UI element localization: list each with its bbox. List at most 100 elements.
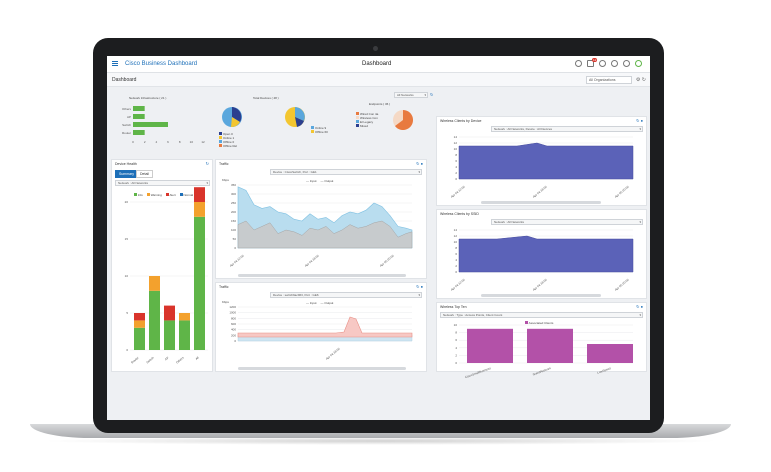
organization-select[interactable]: All Organizations [586, 76, 632, 84]
wireless-ssid-filter[interactable]: Network : All Networks ▾ [491, 219, 643, 225]
traffic-2-y-tick: 200 [231, 333, 236, 337]
device-health-bar-segment [149, 290, 160, 350]
wireless-ssid-y-tick: 6 [455, 252, 457, 256]
settings-icon[interactable] [575, 60, 582, 67]
wireless-top-chart: 10 8 6 4 2 0 CiscoSmallBusiness GuestNetwork Lo… [454, 323, 633, 379]
total-devices-pie-1 [222, 107, 242, 128]
app-title[interactable]: Cisco Business Dashboard [125, 61, 198, 67]
wireless-top-x-tick: GuestNetwork [532, 366, 552, 376]
tab-detail[interactable]: Detail [136, 170, 153, 178]
wireless-ssid-title: Wireless Clients by SSID [440, 212, 479, 216]
total-devices-pie-2 [285, 107, 305, 127]
network-infra-x-tick: 6 [167, 140, 169, 144]
traffic-1-x-tick: Apr 05 00:00 [379, 253, 395, 267]
total-devices-legend-1: Open 0 Online 1 Offline 0 Offline Rel [219, 132, 237, 148]
endpoints-refresh-icon[interactable]: ↻ [430, 92, 434, 97]
network-infra-bar [133, 114, 145, 119]
traffic-1-device-select[interactable]: Device : CiscoSwitch, Port : GE1 ▾ [270, 169, 422, 175]
wireless-ssid-x-tick: Apr 04 18:00 [532, 277, 548, 291]
traffic-1-range-slider[interactable] [238, 274, 406, 277]
device-health-bar-segment [134, 320, 145, 328]
app-header: Cisco Business Dashboard Dashboard 12 [107, 56, 650, 73]
wireless-top-filter[interactable]: Network : Type : Access Points, Client C… [440, 312, 643, 318]
wireless-device-range-slider[interactable] [481, 201, 601, 204]
traffic-2-y-tick: 600 [231, 322, 236, 326]
menu-icon[interactable] [112, 61, 118, 66]
wireless-ssid-chart: 14 12 10 8 6 4 2 0 Apr 04 12:00 Apr 04 18:00 Apr … [450, 228, 634, 292]
device-health-x-tick: Switch [145, 355, 155, 364]
device-health-y-tick: 15 [125, 237, 129, 241]
device-health-x-tick: Router [130, 356, 139, 365]
device-health-network-select[interactable]: Network : All Networks ▾ [115, 180, 210, 186]
endpoints-legend: Wired Con 4a Wireless Con El Legacy Mixe… [356, 112, 378, 128]
device-health-bar-segment [194, 202, 205, 217]
wireless-device-y-tick: 2 [455, 171, 457, 175]
traffic-1-y-tick: 350 [231, 183, 236, 187]
laptop-shadow [40, 437, 721, 445]
traffic-panel-2: Traffic ↻ ● Device : switch9ac963, Port … [215, 282, 427, 372]
network-infra-x-tick: 8 [179, 140, 181, 144]
wireless-device-chart: 14 12 10 8 6 4 2 0 Apr 04 12:00 Apr 04 18:00 Apr … [450, 135, 634, 199]
wireless-device-x-tick: Apr 05 00:00 [614, 184, 630, 198]
device-health-bar-segment [179, 313, 190, 321]
wireless-device-y-tick: 14 [454, 135, 458, 139]
wireless-ssid-y-tick: 2 [455, 264, 457, 268]
help-icon[interactable] [611, 60, 618, 67]
traffic-1-title: Traffic [219, 162, 229, 166]
traffic-1-x-tick: Apr 04 12:00 [229, 253, 245, 267]
traffic-1-controls[interactable]: ↻ ● [416, 161, 423, 166]
device-health-y-tick: 0 [126, 348, 128, 352]
wireless-top-title: Wireless Top Ten [440, 305, 467, 309]
traffic-1-unit: Kbps [222, 178, 229, 182]
traffic-1-y-tick: 150 [231, 219, 236, 223]
wireless-device-y-tick: 12 [454, 141, 458, 145]
notification-badge: 12 [592, 58, 598, 62]
traffic-2-legend: — Input — Output [306, 301, 334, 305]
network-infra-category: Switch [122, 123, 131, 127]
network-infra-chart: Others AP Switch Router 0 2 4 6 8 10 12 [122, 106, 205, 144]
wireless-ssid-y-tick: 14 [454, 228, 458, 232]
device-health-legend: Info Warning Alert Normal [134, 193, 193, 197]
wireless-ssid-range-slider[interactable] [481, 294, 601, 297]
device-health-bar-segment [179, 320, 190, 350]
wireless-device-controls[interactable]: ↻ ● [636, 118, 643, 123]
user-icon[interactable] [599, 60, 606, 67]
wireless-device-filter[interactable]: Network : All Networks, Device : All Dev… [491, 126, 643, 132]
traffic-1-x-tick: Apr 04 18:00 [304, 253, 320, 267]
gear-icon[interactable]: ⚙ [635, 77, 641, 83]
circle-icon[interactable] [635, 60, 642, 67]
wireless-top-legend: Associated Clients [525, 321, 553, 325]
wireless-top-bar [467, 328, 513, 363]
traffic-2-range-slider[interactable] [238, 367, 406, 370]
header-icons: 12 [575, 58, 642, 67]
traffic-2-controls[interactable]: ↻ ● [416, 284, 423, 289]
endpoints-filter[interactable]: All Networks ▾ [394, 92, 428, 98]
device-health-y-tick: 20 [125, 200, 129, 204]
endpoints-title: Endpoints ( 36 ) [369, 102, 391, 106]
wireless-ssid-y-tick: 4 [455, 258, 457, 262]
wireless-device-y-tick: 10 [454, 147, 458, 151]
tab-summary[interactable]: Summary [115, 170, 138, 178]
network-infra-x-tick: 12 [201, 140, 205, 144]
traffic-2-device-select[interactable]: Device : switch9ac963, Port : GE6 ▾ [270, 292, 422, 298]
wireless-by-device-panel: Wireless Clients by Device ↻ ● Network :… [436, 116, 647, 206]
traffic-1-chart: 350 300 250 200 150 100 50 0 Apr 04 12:00 Apr 04… [229, 183, 413, 268]
network-infra-x-tick: 10 [190, 140, 194, 144]
network-infra-bar [133, 122, 168, 127]
total-devices-title: Total Devices ( 48 ) [253, 96, 279, 100]
device-health-chart: 20 15 10 5 0 Router Switch AP Others All [125, 187, 208, 365]
wireless-top-controls[interactable]: ↻ ● [636, 304, 643, 309]
device-health-refresh-icon[interactable]: ↻ [205, 161, 209, 166]
bell-icon[interactable]: 12 [587, 58, 598, 67]
wireless-top-y-tick: 8 [455, 331, 457, 335]
endpoints-pie [393, 110, 413, 130]
info-icon[interactable] [623, 60, 630, 67]
device-health-y-tick: 10 [125, 274, 129, 278]
sub-header: Dashboard All Organizations ⚙ ↻ [107, 73, 650, 87]
wireless-device-y-tick: 8 [455, 153, 457, 157]
traffic-2-y-tick: 400 [231, 328, 236, 332]
refresh-icon[interactable]: ↻ [641, 77, 646, 83]
wireless-device-y-tick: 0 [455, 177, 457, 181]
